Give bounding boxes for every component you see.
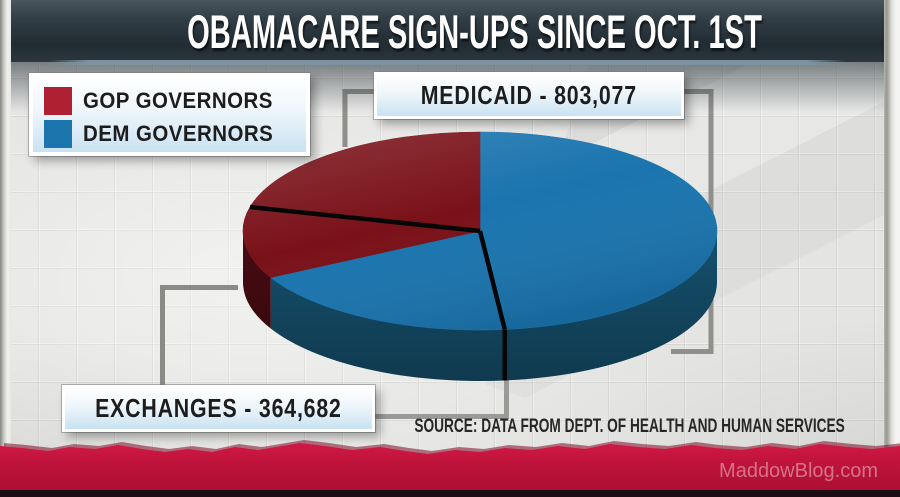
frame-edge-left (0, 0, 11, 497)
exchanges-callout-label: EXCHANGES - 364,682 (62, 385, 375, 432)
title-bar-underline (48, 60, 847, 65)
medicaid-callout-label: MEDICAID - 803,077 (374, 72, 684, 119)
dem-color-swatch (44, 119, 72, 148)
exchanges-callout-line-right (375, 373, 509, 419)
slice-divider-line (249, 204, 481, 234)
legend: GOP GOVERNORS DEM GOVERNORS (29, 73, 310, 156)
exchanges-callout-line-left (160, 285, 238, 388)
bottom-frame-strip (0, 490, 900, 497)
legend-item-dem: DEM GOVERNORS (44, 117, 306, 150)
frame-edge-right (884, 0, 900, 497)
source-attribution: SOURCE: DATA FROM DEPT. OF HEALTH AND HU… (414, 416, 845, 437)
slice-divider-line (477, 230, 507, 331)
legend-label-dem: DEM GOVERNORS (83, 120, 274, 146)
legend-item-gop: GOP GOVERNORS (44, 84, 306, 117)
pie-side-shading (243, 231, 717, 381)
legend-label-gop: GOP GOVERNORS (83, 87, 273, 113)
torn-edge-main (0, 443, 900, 497)
title-bar (11, 0, 884, 62)
page-title: OBAMACARE SIGN-UPS SINCE OCT. 1ST (187, 5, 762, 58)
gop-color-swatch (44, 86, 72, 115)
torn-red-footer-band (0, 440, 900, 497)
pie-divider-lines (249, 204, 508, 381)
maddowblog-watermark: MaddowBlog.com (719, 460, 878, 482)
